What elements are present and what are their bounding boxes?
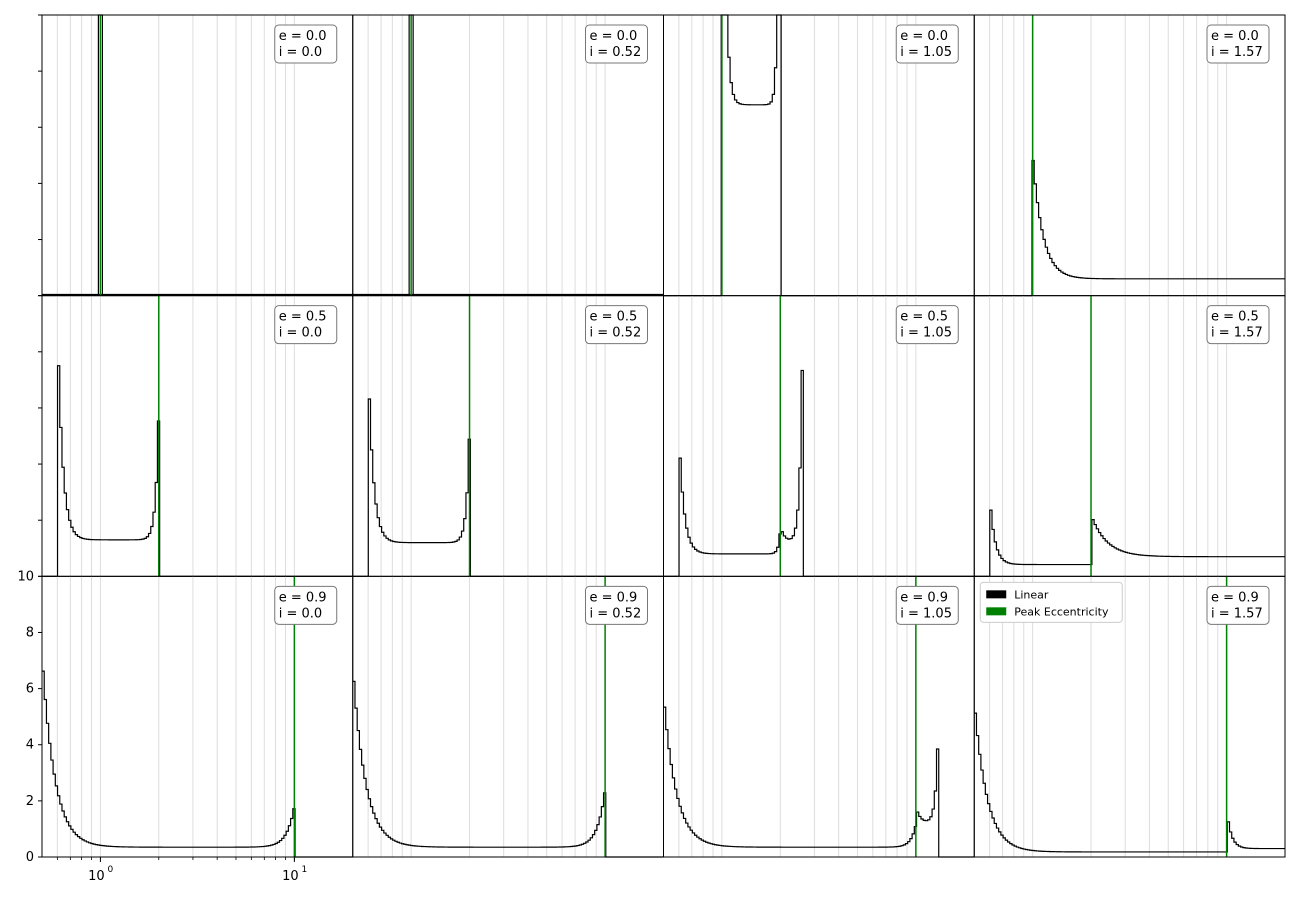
histogram-line: [663, 369, 975, 577]
annotation-e: e = 0.0: [1211, 29, 1259, 44]
legend-swatch: [986, 590, 1007, 599]
annotation-i: i = 0.52: [590, 606, 642, 621]
annotation-e: e = 0.5: [1211, 310, 1259, 325]
panel-2: e = 0.0i = 0.52: [352, 14, 664, 297]
annotation-box: [585, 24, 648, 64]
panel-5: e = 0.5i = 0.0: [38, 295, 354, 577]
annotation-i: i = 1.05: [900, 45, 952, 60]
annotation-i: i = 0.0: [279, 326, 322, 341]
x-tick-label: 10: [282, 869, 299, 884]
annotation-i: i = 1.05: [900, 606, 952, 621]
y-tick-label: 8: [26, 625, 34, 640]
y-tick-label: 6: [26, 682, 34, 697]
annotation-box: [274, 305, 338, 345]
histogram-line: [974, 159, 1285, 297]
annotation-i: i = 0.0: [279, 606, 322, 621]
annotation-i: i = 1.57: [1211, 45, 1263, 60]
annotation-box: [895, 24, 959, 64]
annotation-e: e = 0.5: [590, 310, 638, 325]
legend-swatch: [986, 607, 1007, 616]
histogram-line: [663, 706, 975, 858]
annotation-i: i = 1.57: [1211, 606, 1263, 621]
panel-frame: [973, 575, 1286, 858]
annotation-i: i = 0.52: [590, 326, 642, 341]
y-tick-label: 4: [26, 738, 34, 753]
annotation-i: i = 0.52: [590, 45, 642, 60]
y-tick-label: 10: [17, 569, 34, 584]
panel-1: e = 0.0i = 0.0: [38, 14, 354, 297]
annotation-box: [274, 24, 338, 64]
annotation-box: [585, 305, 648, 345]
legend-label: Peak Eccentricity: [1014, 605, 1109, 618]
panel-4: e = 0.0i = 1.57: [973, 14, 1286, 297]
annotation-box: [274, 585, 338, 625]
annotation-e: e = 0.5: [900, 310, 948, 325]
annotation-e: e = 0.9: [590, 590, 638, 605]
histogram-line: [42, 365, 353, 577]
x-tick-exponent: 0: [108, 865, 114, 875]
histogram-line: [42, 670, 353, 858]
panel-7: e = 0.5i = 1.05: [663, 295, 975, 577]
x-tick-exponent: 1: [301, 865, 307, 875]
histogram-line: [974, 712, 1285, 853]
legend-label: Linear: [1014, 588, 1049, 601]
y-tick-label: 2: [26, 794, 34, 809]
panel-6: e = 0.5i = 0.52: [352, 295, 664, 577]
annotation-e: e = 0.0: [590, 29, 638, 44]
annotation-i: i = 0.0: [279, 45, 322, 60]
annotation-box: [1206, 305, 1270, 345]
panel-3: e = 0.0i = 1.05: [663, 14, 975, 297]
annotation-e: e = 0.5: [279, 310, 327, 325]
panel-11: e = 0.9i = 1.05: [663, 575, 975, 858]
annotation-box: [585, 585, 648, 625]
histogram-line: [352, 398, 664, 577]
annotation-box: [895, 305, 959, 345]
y-tick-label: 0: [26, 850, 34, 865]
annotation-e: e = 0.9: [279, 590, 327, 605]
annotation-box: [1206, 24, 1270, 64]
legend: Linear Peak Eccentricity: [979, 581, 1123, 623]
annotation-e: e = 0.0: [279, 29, 327, 44]
panel-8: e = 0.5i = 1.57: [973, 295, 1286, 577]
annotation-e: e = 0.9: [900, 590, 948, 605]
panel-10: e = 0.9i = 0.52: [352, 575, 664, 858]
histogram-line: [352, 680, 664, 858]
annotation-box: [1206, 585, 1270, 625]
legend-box: [979, 581, 1123, 623]
annotation-box: [895, 585, 959, 625]
annotation-e: e = 0.9: [1211, 590, 1259, 605]
x-tick-label: 10: [88, 869, 105, 884]
annotation-i: i = 1.05: [900, 326, 952, 341]
panels-layer: e = 0.0i = 0.0e = 0.0i = 0.52e = 0.0i = …: [17, 14, 1286, 884]
panel-9: e = 0.9i = 0.0: [38, 575, 354, 858]
panel-12: e = 0.9i = 1.57: [973, 575, 1286, 858]
histogram-line: [974, 509, 1285, 577]
annotation-e: e = 0.0: [900, 29, 948, 44]
annotation-i: i = 1.57: [1211, 326, 1263, 341]
